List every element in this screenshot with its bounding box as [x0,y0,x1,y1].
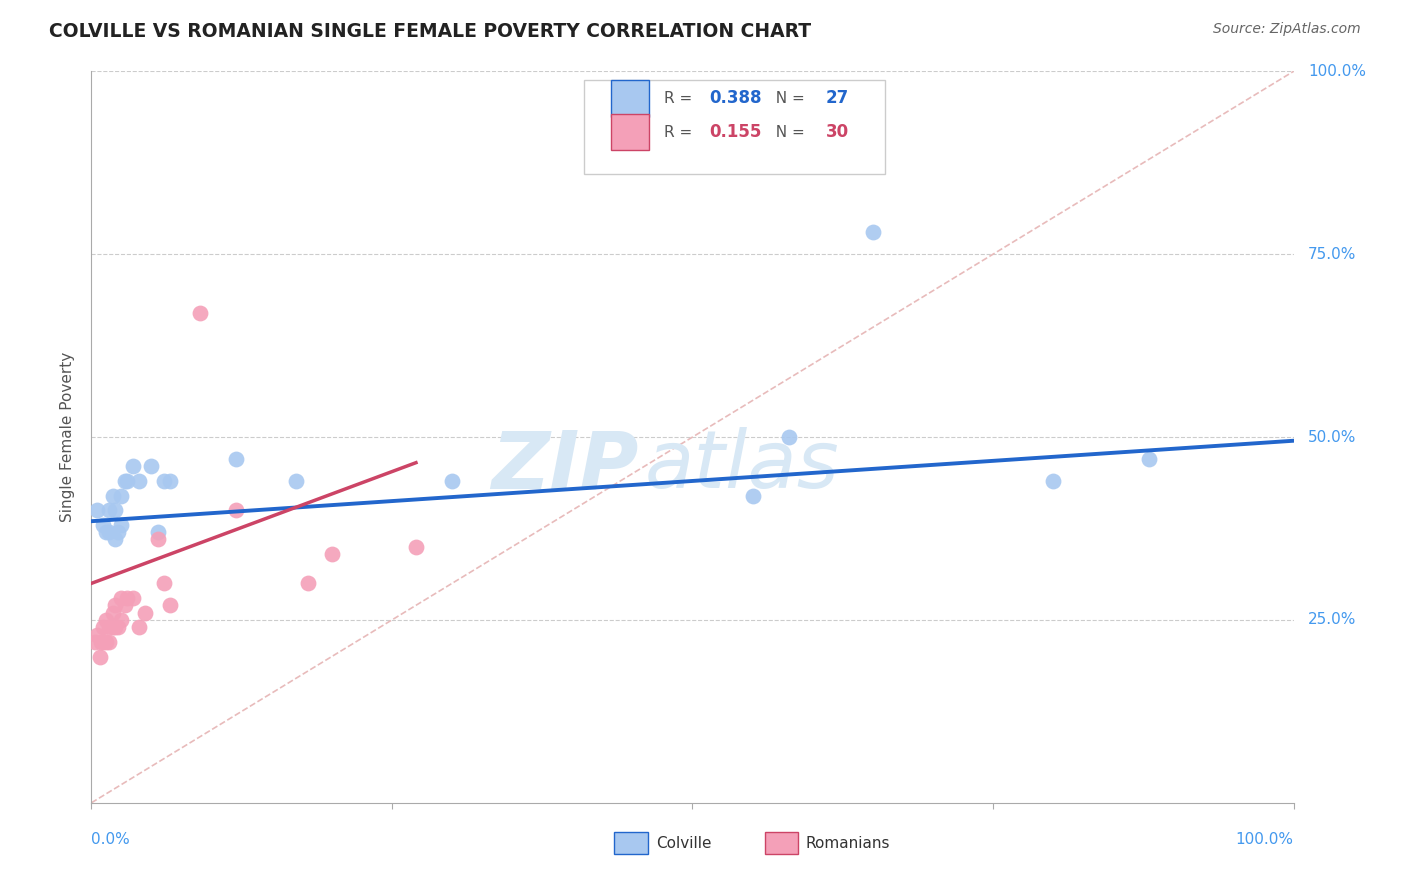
Point [98,635,121,649]
Point [152,576,174,591]
Text: 100.0%: 100.0% [1308,64,1367,78]
Point [159,599,181,613]
Point [93,620,115,634]
Text: 25.0%: 25.0% [1308,613,1357,627]
Point [110,591,132,605]
Point [146,525,169,540]
Point [134,606,156,620]
Text: 30: 30 [825,123,849,141]
Point [117,474,139,488]
Point [104,533,127,547]
Point [101,489,124,503]
Point [94,635,117,649]
Text: R =: R = [664,91,697,106]
Point [122,591,145,605]
Point [128,620,150,634]
Text: R =: R = [664,125,697,139]
Text: Source: ZipAtlas.com: Source: ZipAtlas.com [1213,22,1361,37]
Point [225,452,247,467]
Point [89,649,111,664]
Point [104,620,127,634]
Point [101,606,124,620]
Text: 100.0%: 100.0% [1236,832,1294,847]
Point [110,613,132,627]
Point [110,517,132,532]
Point [84,635,107,649]
Point [188,306,211,320]
Point [86,503,108,517]
Point [862,225,884,239]
Text: Romanians: Romanians [806,836,890,851]
Point [122,459,145,474]
Bar [610,114,650,151]
Point [146,533,169,547]
Point [114,474,136,488]
Text: 27: 27 [825,89,849,107]
Point [405,540,427,554]
Point [114,599,136,613]
Point [159,474,181,488]
Text: 75.0%: 75.0% [1308,247,1357,261]
Text: COLVILLE VS ROMANIAN SINGLE FEMALE POVERTY CORRELATION CHART: COLVILLE VS ROMANIAN SINGLE FEMALE POVER… [49,22,811,41]
Text: ZIP: ZIP [491,427,638,506]
Bar [765,832,799,854]
Point [98,525,121,540]
Point [297,576,319,591]
Point [86,627,108,641]
Point [93,517,115,532]
Point [778,430,800,444]
Point [93,635,115,649]
Point [90,635,112,649]
Point [321,547,343,561]
Text: 0.0%: 0.0% [91,832,131,847]
Text: atlas: atlas [644,427,839,506]
Point [98,620,121,634]
Point [440,474,463,488]
Point [110,489,132,503]
Point [101,620,124,634]
Point [741,489,763,503]
Point [128,474,150,488]
Point [284,474,307,488]
Text: 0.388: 0.388 [709,89,762,107]
Y-axis label: Single Female Poverty: Single Female Poverty [60,352,76,522]
Bar [610,80,650,117]
Point [117,591,139,605]
Text: 50.0%: 50.0% [1308,430,1357,444]
FancyBboxPatch shape [585,80,884,174]
Bar [614,832,648,854]
Point [107,620,129,634]
Point [141,459,163,474]
Point [94,525,117,540]
Text: N =: N = [766,91,810,106]
Point [104,599,127,613]
Point [152,474,174,488]
Point [1042,474,1064,488]
Text: N =: N = [766,125,810,139]
Text: Colville: Colville [657,836,711,851]
Point [104,503,127,517]
Point [94,613,117,627]
Text: 0.155: 0.155 [709,123,762,141]
Point [225,503,247,517]
Point [1137,452,1160,467]
Point [107,525,129,540]
Point [98,503,121,517]
